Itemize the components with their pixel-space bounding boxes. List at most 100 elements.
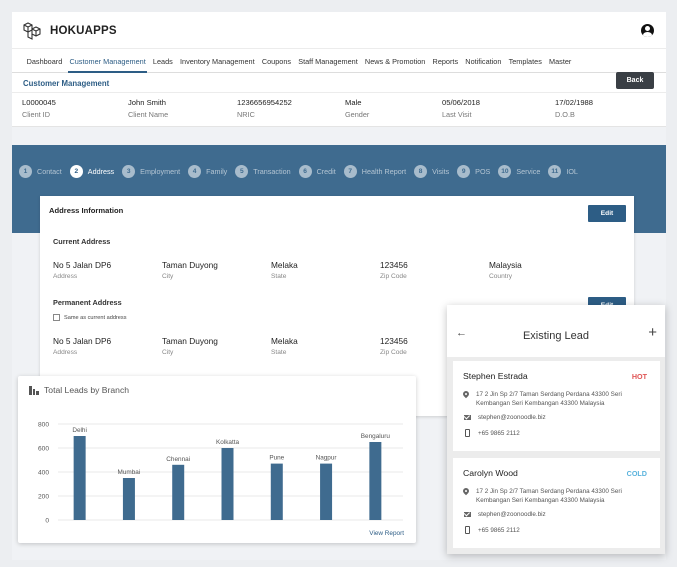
bar-mumbai bbox=[122, 478, 135, 520]
lead-phone: +65 9865 2112 bbox=[478, 430, 520, 437]
step-label: Service bbox=[516, 167, 541, 176]
add-lead-icon[interactable]: + bbox=[648, 324, 657, 341]
user-account-icon[interactable] bbox=[641, 24, 654, 37]
lead-email-row: stephen@zoonoodle.biz bbox=[463, 413, 546, 422]
step-label: POS bbox=[475, 167, 491, 176]
client-field: 1236656954252 NRIC bbox=[237, 98, 292, 119]
step-number: 8 bbox=[414, 165, 428, 178]
bar-chart: 0 200 400 600 800 Delhi Mumbai Chennai Kolkatta P… bbox=[38, 422, 403, 525]
y-tick-label: 200 bbox=[38, 494, 49, 501]
checkbox-box[interactable] bbox=[53, 314, 60, 321]
back-button[interactable]: Back bbox=[616, 72, 654, 89]
nav-item-inventory-management[interactable]: Inventory Management bbox=[180, 57, 255, 66]
client-field-label: Gender bbox=[345, 110, 370, 119]
phone-icon bbox=[463, 429, 471, 437]
client-field-label: Last Visit bbox=[442, 110, 472, 119]
nav-item-reports[interactable]: Reports bbox=[432, 57, 459, 66]
y-tick-label: 0 bbox=[45, 518, 49, 525]
address-field: Taman Duyong City bbox=[162, 260, 218, 280]
lead-phone-row: +65 9865 2112 bbox=[463, 526, 520, 535]
section-header: Customer Management Back bbox=[12, 72, 666, 93]
step-family[interactable]: 4 Family bbox=[188, 165, 227, 178]
lead-address: 17 2 Jin Sp 2/7 Taman Serdang Perdana 43… bbox=[476, 488, 622, 504]
mail-icon bbox=[463, 510, 471, 517]
nav-item-customer-management[interactable]: Customer Management bbox=[66, 57, 149, 73]
leads-header: ← Existing Lead + bbox=[447, 305, 665, 357]
address-field-value: Taman Duyong bbox=[162, 260, 218, 270]
location-pin-icon bbox=[461, 486, 471, 496]
address-field: Melaka State bbox=[271, 260, 298, 280]
address-field-label: Address bbox=[53, 273, 78, 280]
section-title: Customer Management bbox=[23, 79, 110, 88]
step-number: 1 bbox=[19, 165, 32, 178]
client-field: Male Gender bbox=[345, 98, 369, 119]
step-service[interactable]: 10 Service bbox=[498, 165, 540, 178]
logo[interactable]: HOKUAPPS bbox=[22, 21, 117, 41]
bar-category-label: Chennai bbox=[166, 456, 190, 463]
address-field-label: Address bbox=[53, 349, 78, 356]
permanent-address-title: Permanent Address bbox=[53, 298, 122, 307]
address-field-value: No 5 Jalan DP6 bbox=[53, 260, 112, 270]
address-field-label: Zip Code bbox=[380, 349, 407, 356]
lead-card[interactable]: Carolyn Wood COLD 17 2 Jin Sp 2/7 Taman Se… bbox=[453, 458, 660, 548]
nav-item-dashboard[interactable]: Dashboard bbox=[26, 57, 63, 66]
back-arrow-icon[interactable]: ← bbox=[456, 327, 467, 339]
nav-item-coupons[interactable]: Coupons bbox=[261, 57, 292, 66]
view-report-link[interactable]: View Report bbox=[369, 530, 404, 537]
bar-category-label: Nagpur bbox=[316, 455, 338, 462]
location-pin-icon bbox=[461, 389, 471, 399]
nav-item-master[interactable]: Master bbox=[549, 57, 572, 66]
nav-item-leads[interactable]: Leads bbox=[152, 57, 173, 66]
client-field-value: Male bbox=[345, 98, 362, 107]
address-field: No 5 Jalan DP6 Address bbox=[53, 260, 111, 280]
step-visits[interactable]: 8 Visits bbox=[414, 165, 449, 178]
step-label: IOL bbox=[566, 167, 578, 176]
step-label: Contact bbox=[37, 167, 62, 176]
bar-category-label: Delhi bbox=[72, 427, 87, 434]
step-label: Family bbox=[206, 167, 228, 176]
phone-icon bbox=[463, 526, 471, 534]
step-number: 11 bbox=[548, 165, 562, 178]
step-contact[interactable]: 1 Contact bbox=[19, 165, 62, 178]
leads-title: Existing Lead bbox=[522, 330, 590, 342]
step-iol[interactable]: 11 IOL bbox=[548, 165, 578, 178]
address-field: Melaka State bbox=[271, 336, 298, 356]
client-field: 05/06/2018 Last Visit bbox=[442, 98, 480, 119]
client-field: John Smith Client Name bbox=[128, 98, 168, 119]
step-number: 5 bbox=[235, 165, 249, 178]
step-number: 7 bbox=[343, 165, 357, 178]
client-field-label: NRIC bbox=[237, 110, 255, 119]
address-field-value: 123456 bbox=[380, 260, 408, 270]
bar-chart-icon bbox=[29, 385, 39, 395]
step-label: Credit bbox=[316, 167, 336, 176]
nav-item-notification[interactable]: Notification bbox=[465, 57, 502, 66]
client-field-value: L0000045 bbox=[22, 98, 56, 107]
step-label: Address bbox=[87, 167, 115, 176]
logo-cubes-icon bbox=[23, 22, 41, 40]
bar-category-label: Bengaluru bbox=[361, 433, 391, 440]
step-label: Health Report bbox=[361, 167, 407, 176]
address-field-value: Melaka bbox=[271, 260, 298, 270]
nav-item-templates[interactable]: Templates bbox=[508, 57, 542, 66]
address-field-label: Country bbox=[489, 273, 513, 280]
step-pos[interactable]: 9 POS bbox=[457, 165, 490, 178]
step-transaction[interactable]: 5 Transaction bbox=[235, 165, 291, 178]
step-number: 3 bbox=[122, 165, 136, 178]
same-as-current-checkbox[interactable]: Same as current address bbox=[53, 314, 127, 321]
edit-address-button[interactable]: Edit bbox=[588, 205, 626, 222]
client-field-label: Client ID bbox=[22, 110, 50, 119]
step-number: 9 bbox=[457, 165, 471, 178]
logo-text: HOKUAPPS bbox=[50, 25, 117, 37]
step-health-report[interactable]: 7 Health Report bbox=[343, 165, 407, 178]
step-label: Employment bbox=[140, 167, 181, 176]
step-employment[interactable]: 3 Employment bbox=[122, 165, 180, 178]
step-credit[interactable]: 6 Credit bbox=[298, 165, 336, 178]
bar-chennai bbox=[172, 464, 185, 520]
nav-item-news-promotion[interactable]: News & Promotion bbox=[364, 57, 426, 66]
step-address[interactable]: 2 Address bbox=[69, 165, 115, 178]
lead-status-badge: COLD bbox=[626, 469, 647, 478]
lead-phone: +65 9865 2112 bbox=[478, 527, 520, 534]
nav-item-staff-management[interactable]: Staff Management bbox=[298, 57, 358, 66]
lead-card[interactable]: Stephen Estrada HOT 17 2 Jin Sp 2/7 Taman … bbox=[453, 361, 660, 451]
step-number: 2 bbox=[69, 165, 83, 178]
